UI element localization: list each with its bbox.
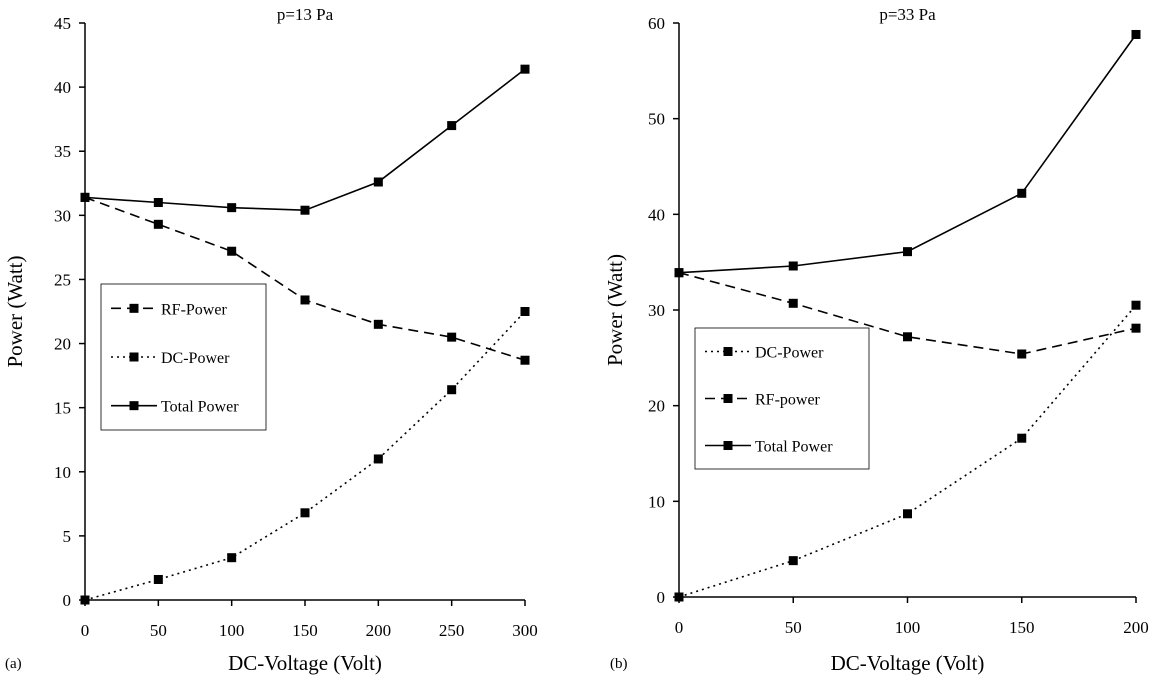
legend-label: Total Power xyxy=(755,439,833,456)
data-point xyxy=(903,332,912,342)
data-point xyxy=(788,261,798,271)
y-tick-label: 15 xyxy=(54,399,71,418)
data-point xyxy=(903,509,912,519)
x-tick-label: 100 xyxy=(219,621,245,640)
x-tick-label: 0 xyxy=(675,618,684,637)
legend-label: RF-power xyxy=(755,392,821,409)
legend-swatch-marker xyxy=(129,352,139,362)
x-axis-label: DC-Voltage (Volt) xyxy=(831,651,985,675)
legend-label: DC-Power xyxy=(161,350,230,367)
y-tick-label: 0 xyxy=(63,591,72,610)
data-point xyxy=(373,454,383,464)
series-line-total-power xyxy=(678,34,1137,274)
data-point xyxy=(80,192,90,202)
data-point xyxy=(1017,433,1027,443)
data-point xyxy=(300,205,310,215)
x-tick-label: 200 xyxy=(366,621,392,640)
series-line-total-power xyxy=(84,68,526,212)
y-tick-label: 50 xyxy=(648,110,665,129)
y-axis-label: Power (Watt) xyxy=(603,254,627,366)
data-point xyxy=(373,319,383,329)
data-point xyxy=(447,121,457,131)
legend-label: Total Power xyxy=(161,399,239,416)
data-point xyxy=(227,246,237,256)
chart-panel-2: 0 10 20 30 40 50 60 0 50 100 150 200 p=33 Pa DC-Volta… xyxy=(603,5,1149,675)
y-tick-label: 40 xyxy=(54,78,71,97)
x-tick-label: 150 xyxy=(1009,618,1035,637)
y-tick-label: 10 xyxy=(648,492,665,511)
series-line-rf-power xyxy=(678,271,1137,355)
y-tick-label: 30 xyxy=(648,301,665,320)
data-point xyxy=(788,556,798,566)
data-point xyxy=(300,295,310,305)
series-line-dc-power xyxy=(678,304,1137,598)
chart-panel-1: 0 5 10 15 20 25 30 35 40 45 0 50 100 150 200 250 300 p=13… xyxy=(3,5,538,675)
x-tick-label: 250 xyxy=(439,621,465,640)
x-tick-label: 300 xyxy=(512,621,538,640)
chart-title: p=13 Pa xyxy=(277,5,334,24)
legend: RF-Power DC-Power Total Power xyxy=(100,283,267,431)
panel-label: (b) xyxy=(610,656,628,672)
data-point xyxy=(80,595,90,605)
data-point xyxy=(1131,323,1141,333)
x-axis-label: DC-Voltage (Volt) xyxy=(228,651,382,675)
data-point xyxy=(520,307,530,316)
y-tick-label: 30 xyxy=(54,206,71,225)
x-tick-label: 0 xyxy=(81,621,90,640)
x-tick-label: 100 xyxy=(895,618,921,637)
legend-swatch-marker xyxy=(129,401,139,411)
data-point xyxy=(153,219,163,229)
data-point xyxy=(227,553,237,563)
data-point xyxy=(1017,188,1027,198)
y-tick-label: 20 xyxy=(54,335,71,354)
data-point xyxy=(153,574,163,584)
data-point xyxy=(520,64,530,74)
legend: DC-Power RF-power Total Power xyxy=(694,327,870,470)
data-point xyxy=(788,298,798,308)
y-tick-label: 10 xyxy=(54,463,71,482)
y-tick-label: 40 xyxy=(648,205,665,224)
data-point xyxy=(674,268,684,278)
panel-label: (a) xyxy=(5,656,22,672)
data-point xyxy=(153,198,163,208)
x-tick-label: 200 xyxy=(1123,618,1149,637)
x-tick-label: 50 xyxy=(150,621,167,640)
data-point xyxy=(300,508,310,518)
y-tick-label: 25 xyxy=(54,270,71,289)
data-point xyxy=(1131,300,1141,310)
data-point xyxy=(520,355,530,365)
data-point xyxy=(1131,29,1141,39)
y-tick-label: 35 xyxy=(54,142,71,161)
y-tick-label: 5 xyxy=(63,527,72,546)
legend-label: DC-Power xyxy=(755,345,824,362)
y-tick-label: 45 xyxy=(54,14,71,33)
data-point xyxy=(373,177,383,187)
chart-title: p=33 Pa xyxy=(879,5,936,24)
data-point xyxy=(447,332,457,342)
y-tick-label: 20 xyxy=(648,397,665,416)
data-point xyxy=(1017,349,1027,359)
data-point xyxy=(227,203,237,213)
x-tick-label: 150 xyxy=(292,621,318,640)
legend-swatch-marker xyxy=(129,303,139,313)
legend-label: RF-Power xyxy=(161,301,227,318)
y-tick-label: 60 xyxy=(648,14,665,33)
y-tick-label: 0 xyxy=(657,588,666,607)
data-point xyxy=(674,592,684,602)
legend-swatch-marker xyxy=(723,441,733,450)
data-point xyxy=(447,385,457,395)
x-tick-label: 50 xyxy=(785,618,802,637)
legend-swatch-marker xyxy=(723,394,733,403)
data-point xyxy=(903,247,912,257)
legend-swatch-marker xyxy=(723,347,733,356)
y-axis-label: Power (Watt) xyxy=(3,255,27,367)
